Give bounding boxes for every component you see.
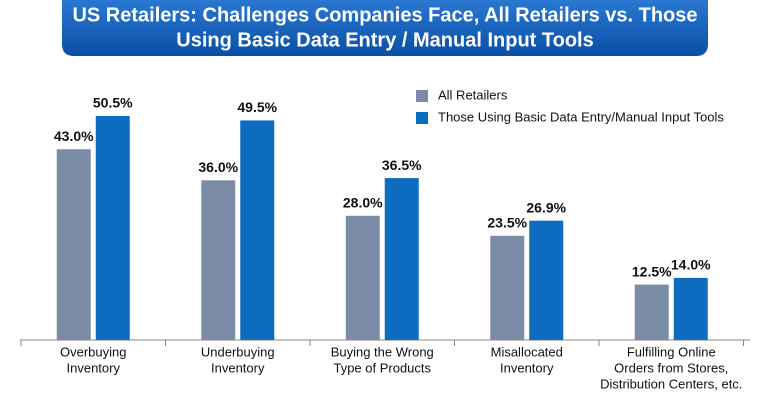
legend-swatch: [416, 90, 428, 102]
x-tick-label: Orders from Stores,: [614, 360, 728, 375]
legend-label: Those Using Basic Data Entry/Manual Inpu…: [438, 109, 724, 124]
x-tick-label: Overbuying: [60, 344, 126, 359]
data-label: 23.5%: [487, 214, 527, 230]
data-label: 36.5%: [382, 157, 422, 173]
data-label: 50.5%: [93, 95, 133, 111]
x-tick-label: Inventory: [211, 360, 265, 375]
data-label: 14.0%: [671, 257, 711, 273]
x-tick-label: Inventory: [67, 360, 121, 375]
title-banner: [62, 0, 708, 56]
bar: [529, 220, 564, 340]
bar: [384, 178, 419, 340]
bar: [240, 120, 275, 341]
chart-title: Using Basic Data Entry / Manual Input To…: [176, 29, 593, 51]
legend-swatch: [416, 112, 428, 124]
bar: [673, 277, 708, 340]
x-tick-label: Inventory: [500, 360, 554, 375]
x-tick-label: Distribution Centers, etc.: [600, 376, 742, 391]
data-label: 36.0%: [198, 159, 238, 175]
data-label: 12.5%: [632, 263, 672, 279]
x-tick-label: Underbuying: [201, 344, 275, 359]
bar: [201, 180, 236, 340]
bar: [634, 284, 669, 340]
data-label: 49.5%: [237, 99, 277, 115]
bar: [95, 116, 130, 340]
data-label: 28.0%: [343, 195, 383, 211]
legend-label: All Retailers: [438, 87, 508, 102]
data-label: 43.0%: [54, 128, 94, 144]
x-tick-label: Buying the Wrong: [331, 344, 434, 359]
bar: [345, 215, 380, 340]
bar: [490, 235, 525, 340]
bar: [56, 149, 91, 340]
x-tick-label: Fulfilling Online: [627, 344, 716, 359]
chart-title: US Retailers: Challenges Companies Face,…: [72, 4, 697, 26]
x-tick-label: Misallocated: [491, 344, 563, 359]
data-label: 26.9%: [526, 199, 566, 215]
x-tick-label: Type of Products: [333, 360, 431, 375]
